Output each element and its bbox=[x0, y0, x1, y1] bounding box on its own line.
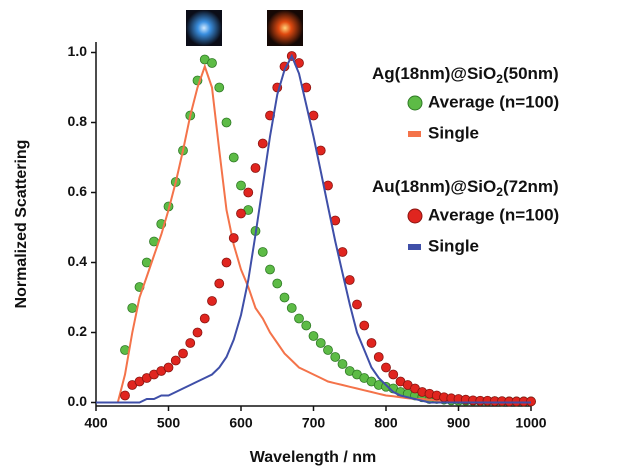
legend-title-text: Ag(18nm)@SiO bbox=[372, 64, 496, 83]
average-point bbox=[301, 320, 312, 331]
average-point bbox=[236, 208, 246, 219]
average-point bbox=[308, 331, 319, 341]
x-tick-label: 900 bbox=[447, 415, 471, 431]
average-point bbox=[199, 313, 210, 324]
average-point bbox=[178, 348, 188, 359]
average-point bbox=[120, 390, 130, 401]
average-point bbox=[279, 292, 290, 303]
legend-title: Au(18nm)@SiO2(72nm) bbox=[372, 177, 559, 199]
particle-image-au bbox=[267, 10, 303, 46]
x-tick-label: 500 bbox=[157, 415, 181, 431]
average-point bbox=[352, 299, 362, 310]
average-point bbox=[228, 233, 239, 243]
average-point bbox=[207, 58, 217, 68]
average-point bbox=[330, 352, 341, 362]
legend-title-suffix: (72nm) bbox=[503, 177, 559, 196]
x-tick-label: 800 bbox=[374, 415, 398, 431]
average-point bbox=[192, 327, 203, 338]
x-axis-label: Wavelength / nm bbox=[250, 449, 377, 466]
legend-title-sub: 2 bbox=[496, 185, 503, 199]
average-point bbox=[337, 359, 348, 369]
average-point bbox=[170, 355, 181, 366]
average-point bbox=[526, 396, 536, 407]
average-point bbox=[272, 278, 283, 289]
average-point bbox=[315, 338, 326, 348]
average-point bbox=[373, 352, 384, 362]
x-tick-label: 1000 bbox=[515, 415, 546, 431]
legend-label: Average (n=100) bbox=[428, 205, 559, 224]
average-point bbox=[214, 82, 225, 93]
legend-title-text: Au(18nm)@SiO bbox=[372, 177, 496, 196]
legend-swatch bbox=[408, 131, 421, 137]
y-tick-label: 0.0 bbox=[68, 393, 88, 409]
average-point bbox=[344, 275, 355, 285]
average-point bbox=[381, 362, 391, 373]
legend-label: Average (n=100) bbox=[428, 92, 559, 111]
legend-marker bbox=[407, 208, 423, 224]
average-point bbox=[388, 369, 399, 380]
average-point bbox=[323, 345, 333, 355]
average-point bbox=[214, 278, 225, 289]
y-tick-label: 0.8 bbox=[68, 113, 88, 129]
average-point bbox=[294, 313, 304, 324]
average-point bbox=[221, 257, 232, 268]
average-point bbox=[286, 303, 297, 313]
average-point bbox=[250, 163, 261, 173]
y-tick-label: 0.2 bbox=[68, 323, 88, 339]
average-point bbox=[243, 187, 254, 198]
average-point bbox=[236, 180, 246, 191]
y-tick-label: 0.6 bbox=[68, 183, 88, 199]
average-point bbox=[257, 138, 268, 149]
average-point bbox=[207, 296, 217, 306]
legend-label: Single bbox=[428, 236, 479, 255]
average-point bbox=[163, 362, 174, 373]
legend-title-sub: 2 bbox=[496, 72, 503, 86]
y-tick-label: 0.4 bbox=[68, 253, 88, 269]
average-point bbox=[257, 247, 268, 257]
legend-title: Ag(18nm)@SiO2(50nm) bbox=[372, 64, 559, 86]
legend-label: Single bbox=[428, 123, 479, 142]
average-point bbox=[127, 303, 138, 313]
average-point bbox=[265, 264, 275, 275]
y-tick-label: 1.0 bbox=[68, 43, 88, 59]
y-axis-label: Normalized Scattering bbox=[13, 140, 30, 309]
average-point bbox=[228, 152, 239, 163]
x-tick-label: 400 bbox=[84, 415, 108, 431]
legend-title-suffix: (50nm) bbox=[503, 64, 559, 83]
average-point bbox=[185, 338, 196, 348]
x-tick-label: 600 bbox=[229, 415, 253, 431]
particle-image-ag bbox=[186, 10, 222, 46]
x-tick-label: 700 bbox=[302, 415, 326, 431]
legend-swatch bbox=[408, 244, 421, 250]
average-point bbox=[359, 320, 370, 331]
single-line bbox=[96, 53, 531, 404]
average-point bbox=[366, 338, 377, 348]
average-point bbox=[221, 117, 232, 128]
legend-marker bbox=[407, 95, 423, 111]
